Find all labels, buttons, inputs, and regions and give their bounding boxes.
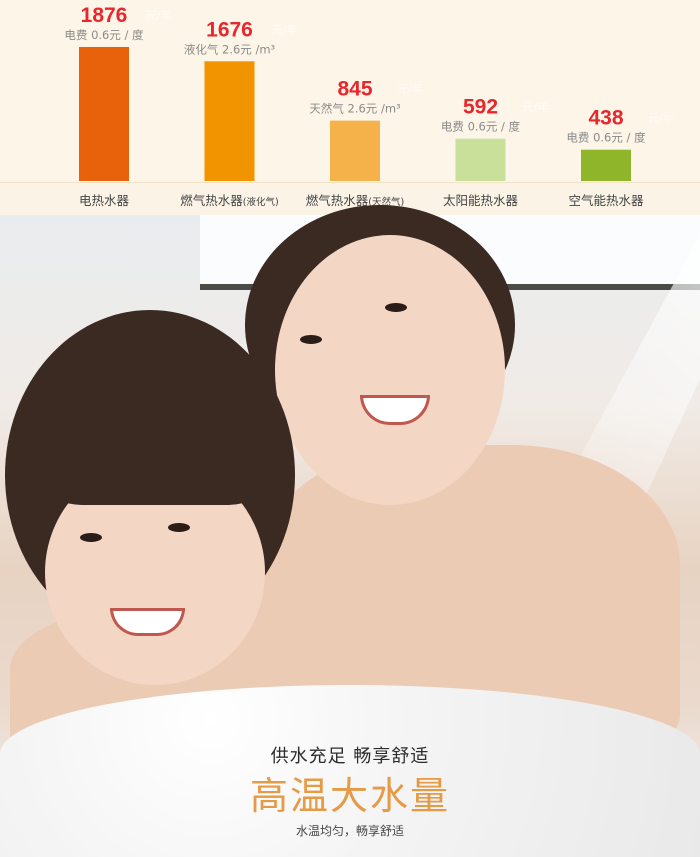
bar-3: [455, 138, 506, 181]
girl-eye-right: [168, 523, 190, 532]
price-note-4: 电费 0.6元 / 度: [566, 131, 646, 145]
value-unit-4: 元/年: [648, 111, 674, 125]
value-label-0: 1876: [81, 4, 128, 27]
value-unit-3: 元/年: [523, 100, 549, 114]
value-label-1: 1676: [206, 18, 253, 41]
category-label-3: 太阳能热水器: [443, 193, 519, 208]
mother-eye-right: [385, 303, 407, 312]
heating-cost-chart: 1876 元/年 电费 0.6元 / 度电热水器 1676 元/年 液化气 2.6元 /m…: [0, 0, 700, 215]
bath-photo: 供水充足 畅享舒适 高温大水量 水温均匀，畅享舒适: [0, 205, 700, 857]
mother-face: [275, 235, 505, 505]
price-note-2: 天然气 2.6元 /m³: [309, 102, 401, 116]
value-unit-2: 元/年: [397, 82, 423, 96]
mother-eye-left: [300, 335, 322, 344]
subline: 水温均匀，畅享舒适: [295, 824, 404, 838]
value-label-2: 845: [337, 78, 372, 101]
category-label-1: 燃气热水器(液化气): [180, 193, 278, 208]
bar-4: [581, 149, 631, 181]
price-note-3: 电费 0.6元 / 度: [441, 120, 521, 134]
price-note-1: 液化气 2.6元 /m³: [184, 42, 276, 56]
bar-2: [330, 120, 380, 181]
value-label-3: 592: [463, 96, 498, 119]
price-note-0: 电费 0.6元 / 度: [64, 28, 144, 42]
value-unit-1: 元/年: [272, 22, 298, 36]
tagline: 供水充足 畅享舒适: [270, 746, 430, 767]
headline: 高温大水量: [249, 774, 450, 818]
bubble-foam: [0, 685, 700, 857]
bar-0: [79, 47, 129, 181]
value-label-4: 438: [588, 107, 623, 130]
girl-eye-left: [80, 533, 102, 542]
bar-1: [204, 61, 255, 181]
category-label-0: 电热水器: [79, 193, 130, 208]
category-label-4: 空气能热水器: [568, 193, 644, 208]
value-unit-0: 元/年: [146, 8, 172, 22]
girl-bangs: [40, 395, 270, 505]
